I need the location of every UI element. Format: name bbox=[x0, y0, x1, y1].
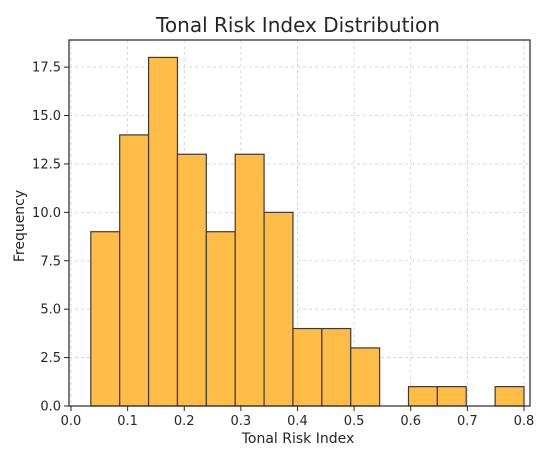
histogram-bar bbox=[350, 347, 381, 407]
histogram-bar bbox=[436, 386, 467, 407]
x-axis-label: Tonal Risk Index bbox=[241, 431, 355, 447]
bars-layer bbox=[90, 56, 525, 407]
x-tick-label: 0.4 bbox=[287, 414, 308, 429]
histogram-bar bbox=[321, 327, 352, 407]
histogram-bar bbox=[205, 231, 236, 407]
x-tick-label: 0.3 bbox=[231, 414, 252, 429]
histogram-bar bbox=[292, 327, 323, 407]
histogram-bar bbox=[407, 386, 438, 407]
y-tick-label: 12.5 bbox=[32, 157, 61, 172]
axes-layer: 0.0 0.1 0.2 0.3 0.4 0.5 0.6 0.7 0.8 0.0 2.5 5.0 7.5 1… bbox=[32, 39, 535, 429]
x-tick-label: 0.0 bbox=[61, 414, 82, 429]
plot-frame bbox=[68, 39, 531, 407]
histogram-bar bbox=[119, 134, 150, 407]
histogram-bar bbox=[234, 153, 265, 407]
y-axis-label: Frequency bbox=[12, 190, 28, 262]
y-tick-label: 15.0 bbox=[32, 109, 61, 124]
x-tick-label: 0.6 bbox=[400, 414, 421, 429]
chart-title: Tonal Risk Index Distribution bbox=[155, 13, 440, 37]
y-tick-label: 17.5 bbox=[32, 61, 61, 76]
y-tick-label: 2.5 bbox=[40, 351, 61, 366]
histogram-bar bbox=[90, 231, 121, 407]
x-tick-label: 0.7 bbox=[457, 414, 478, 429]
x-tick-label: 0.1 bbox=[117, 414, 138, 429]
y-tick-label: 10.0 bbox=[32, 206, 61, 221]
y-tick-label: 0.0 bbox=[40, 400, 61, 415]
histogram-bar bbox=[263, 211, 294, 407]
x-tick-label: 0.2 bbox=[174, 414, 195, 429]
histogram-bar bbox=[147, 56, 179, 407]
x-tick-label: 0.5 bbox=[344, 414, 365, 429]
x-tick-label: 0.8 bbox=[514, 414, 535, 429]
y-tick-label: 5.0 bbox=[40, 303, 61, 318]
histogram-bar bbox=[494, 386, 525, 407]
y-tick-label: 7.5 bbox=[40, 254, 61, 269]
histogram-bar bbox=[176, 153, 207, 407]
